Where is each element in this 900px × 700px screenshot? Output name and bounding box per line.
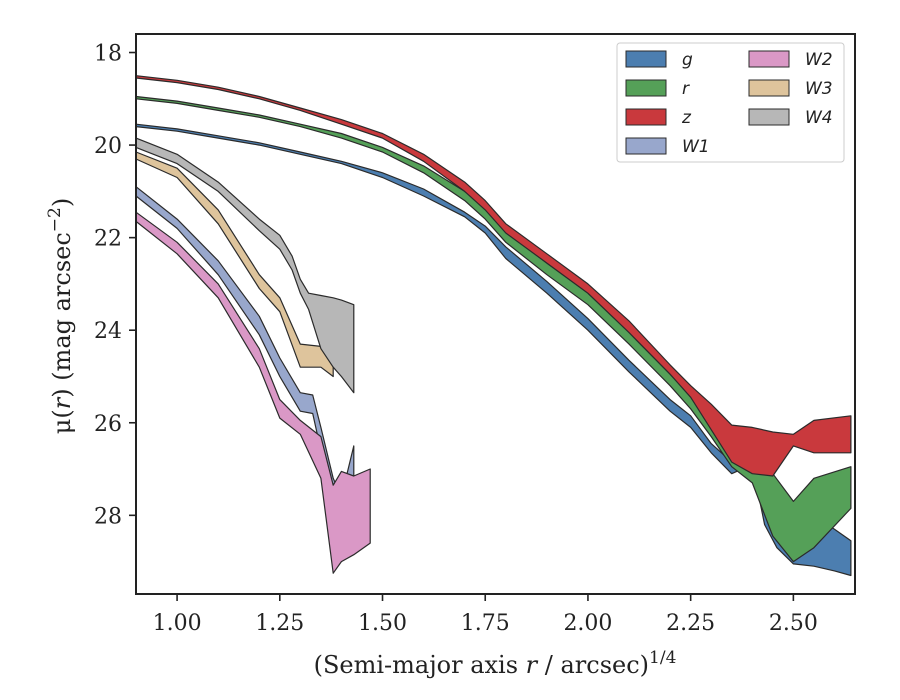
legend: grz W1 W2 W3 W4 (616, 42, 845, 163)
legend-frame (616, 42, 845, 163)
legend-label-r: r (682, 79, 690, 99)
y-tick-label: 22 (94, 227, 122, 252)
x-ticks: 1.00 1.25 1.50 1.75 2.00 2.25 2.50 (153, 594, 818, 636)
y-tick-label: 26 (94, 412, 122, 437)
y-tick-label: 24 (94, 319, 122, 344)
plot-areas (135, 75, 852, 577)
band-w3 (135, 151, 334, 378)
x-tick-label: 1.25 (255, 611, 304, 636)
legend-label-w1: W1 (682, 137, 710, 157)
x-tick-label: 1.50 (358, 611, 407, 636)
legend-label-z: z (681, 108, 692, 128)
x-tick-label: 2.00 (563, 611, 612, 636)
x-tick-label: 2.25 (666, 611, 715, 636)
plot-frame (135, 33, 856, 595)
legend-swatch-w4 (748, 108, 790, 126)
band-r (135, 95, 852, 563)
y-tick-label: 28 (94, 504, 122, 529)
legend-swatch-w2 (748, 50, 790, 68)
legend-swatch-w1 (625, 137, 667, 155)
y-axis-label: μ(r) (mag arcsec−2) (45, 198, 76, 435)
x-axis-label: (Semi-major axis r / arcsec)1/4 (314, 648, 677, 679)
x-tick-label: 2.50 (769, 611, 818, 636)
band-z (135, 75, 852, 477)
legend-label-g: g (682, 50, 693, 70)
y-ticks: 18 20 22 24 26 28 (94, 42, 136, 529)
legend-swatch-z (625, 108, 667, 126)
y-tick-label: 20 (94, 134, 122, 159)
legend-swatch-g (625, 50, 667, 68)
band-w4 (135, 137, 355, 394)
y-tick-label: 18 (94, 42, 122, 67)
legend-swatch-w3 (748, 79, 790, 97)
legend-label-w4: W4 (805, 108, 833, 128)
band-g (135, 123, 852, 577)
x-tick-label: 1.00 (153, 611, 202, 636)
x-tick-label: 1.75 (461, 611, 510, 636)
legend-label-w2: W2 (805, 50, 833, 70)
band-w2 (135, 211, 371, 574)
legend-swatch-r (625, 79, 667, 97)
legend-label-w3: W3 (805, 79, 833, 99)
